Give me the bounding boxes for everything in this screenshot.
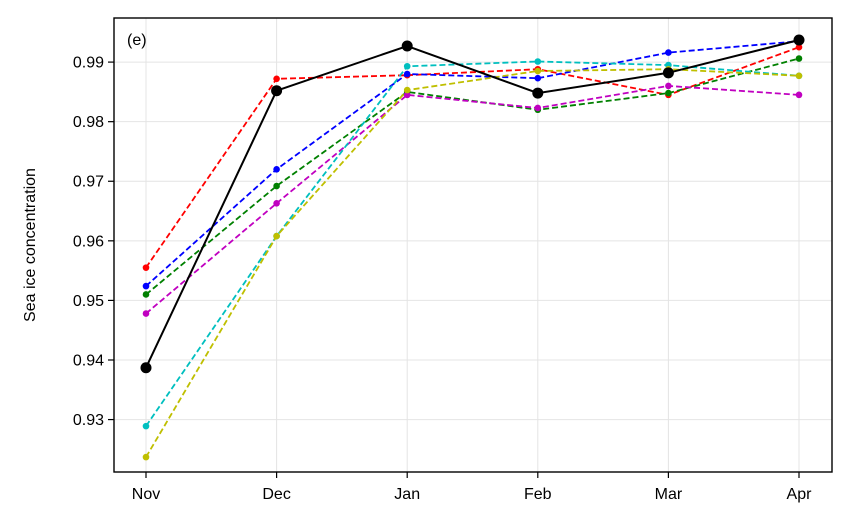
y-tick-label: 0.95: [73, 293, 104, 310]
series-3: [142, 55, 803, 298]
data-point: [662, 67, 674, 79]
data-point: [273, 182, 280, 190]
series-line: [145, 84, 800, 315]
series-7: [140, 34, 805, 374]
series-line: [145, 68, 800, 458]
series-4: [142, 82, 803, 317]
data-point: [534, 74, 542, 82]
data-point: [142, 291, 150, 298]
y-axis-label: Sea ice concentration: [22, 168, 39, 322]
data-point: [142, 282, 150, 290]
data-point: [403, 91, 411, 99]
grid: [114, 18, 832, 472]
data-point: [273, 232, 280, 240]
data-point: [534, 58, 542, 65]
y-tick-label: 0.96: [73, 233, 104, 250]
data-point: [140, 362, 152, 374]
data-point: [793, 34, 805, 46]
series-line: [145, 46, 800, 269]
x-tick-label: Mar: [655, 486, 683, 503]
data-point: [665, 49, 672, 56]
data-point: [403, 62, 411, 70]
x-tick-label: Jan: [394, 486, 420, 503]
series-line: [145, 39, 800, 369]
y-tick-label: 0.93: [73, 412, 104, 429]
series-line: [145, 57, 800, 296]
y-tick-label: 0.98: [73, 114, 104, 131]
axis-ticks: Nov Dec Jan Feb Mar Apr 0.93 0.94 0.95 0.96 0.97 0.…: [73, 55, 812, 503]
data-point: [665, 82, 672, 90]
data-point: [273, 75, 280, 83]
data-point: [403, 86, 411, 94]
y-tick-label: 0.99: [73, 55, 104, 72]
y-tick-label: 0.97: [73, 174, 104, 191]
y-tick-label: 0.94: [73, 352, 104, 369]
data-point: [273, 166, 280, 173]
data-point: [142, 264, 150, 271]
data-point: [142, 453, 150, 461]
data-point: [665, 89, 672, 97]
data-point: [795, 43, 803, 51]
data-point: [795, 72, 803, 80]
series-line: [145, 60, 800, 427]
data-point: [532, 87, 544, 99]
data-point: [403, 70, 411, 78]
series-1: [142, 43, 803, 271]
data-point: [795, 91, 803, 99]
x-tick-label: Apr: [787, 486, 813, 503]
x-tick-label: Nov: [132, 486, 160, 503]
series-6: [142, 65, 803, 461]
data-point: [534, 104, 542, 112]
series-line: [145, 40, 800, 287]
x-tick-label: Feb: [524, 486, 552, 503]
panel-label: (e): [127, 32, 147, 49]
data-point: [142, 422, 150, 430]
x-tick-label: Dec: [262, 486, 290, 503]
plot-frame: [113, 17, 833, 473]
data-point: [401, 40, 413, 52]
data-point: [795, 55, 803, 62]
data-point: [534, 67, 542, 75]
series-group: [140, 34, 805, 461]
data-point: [273, 199, 280, 207]
series-5: [142, 58, 803, 430]
data-point: [271, 85, 283, 97]
data-point: [142, 310, 150, 317]
